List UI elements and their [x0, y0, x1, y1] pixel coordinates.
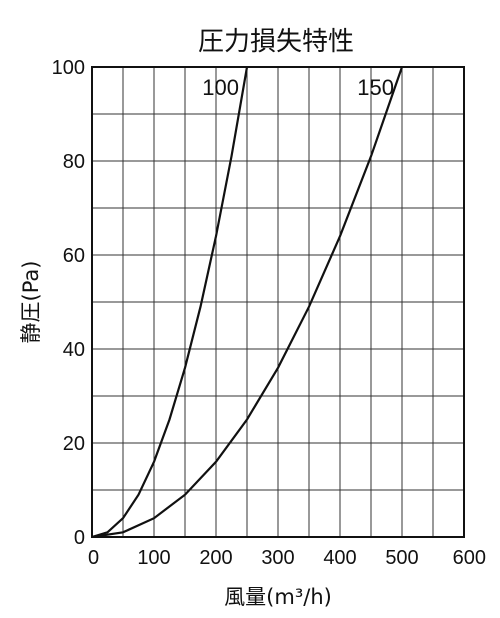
series-lines [92, 67, 404, 537]
x-tick-label: 0 [88, 547, 99, 569]
series-labels: 100 150 [202, 75, 394, 100]
chart-title: 圧力損失特性 [198, 27, 354, 57]
x-tick-label: 600 [453, 547, 486, 569]
y-tick-labels: 0 20 40 60 80 100 [52, 57, 85, 549]
x-tick-label: 500 [385, 547, 418, 569]
x-tick-labels: 0 100 200 300 400 500 600 [88, 547, 486, 569]
y-tick-label: 0 [74, 527, 85, 549]
y-axis-title: 静圧(Pa) [19, 261, 43, 344]
x-tick-label: 300 [261, 547, 294, 569]
series-line-150 [92, 67, 404, 537]
y-tick-label: 80 [63, 151, 85, 173]
series-line-100 [92, 67, 249, 537]
y-tick-label: 20 [63, 433, 85, 455]
series-label-150: 150 [357, 75, 394, 100]
plot-frame [91, 66, 465, 538]
y-tick-label: 100 [52, 57, 85, 79]
y-tick-label: 40 [63, 339, 85, 361]
y-tick-label: 60 [63, 245, 85, 267]
grid [92, 67, 464, 537]
series-label-100: 100 [202, 75, 239, 100]
x-axis-title: 風量(m³/h) [224, 585, 332, 609]
x-tick-label: 400 [323, 547, 356, 569]
x-tick-label: 100 [137, 547, 170, 569]
x-tick-label: 200 [199, 547, 232, 569]
